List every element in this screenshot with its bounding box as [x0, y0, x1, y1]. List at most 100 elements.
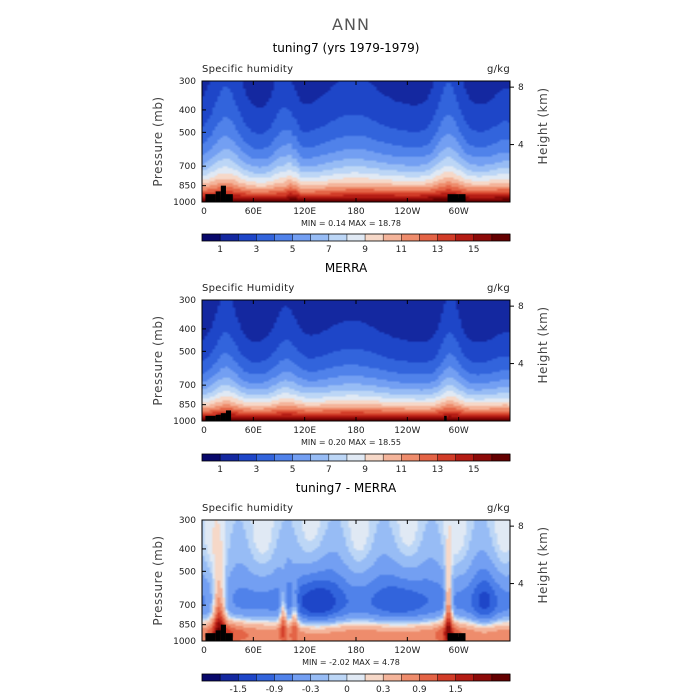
- units-label: g/kg: [487, 503, 510, 514]
- colorbar-label: 3: [253, 245, 259, 255]
- x-tick-label: 0: [201, 646, 207, 656]
- colorbar-swatch: [274, 454, 294, 461]
- colorbar-label: 3: [253, 465, 259, 475]
- x-tick-label: 60W: [448, 207, 468, 217]
- y-axis-title: Pressure (mb): [151, 96, 165, 186]
- x-tick-label: 180: [347, 646, 364, 656]
- colorbar-swatch: [365, 674, 384, 681]
- colorbar-swatch: [328, 234, 348, 241]
- y-axis-title: Pressure (mb): [151, 535, 165, 625]
- x-tick-label: 120W: [394, 207, 420, 217]
- colorbar-swatch: [238, 234, 257, 241]
- colorbar-swatch: [419, 674, 439, 681]
- colorbar-label: 7: [326, 465, 332, 475]
- y-tick-label: 500: [179, 347, 196, 357]
- colorbar-swatch: [473, 234, 493, 241]
- colorbar-swatch: [256, 674, 275, 681]
- height-tick-label: 4: [518, 580, 524, 590]
- colorbar-label: 13: [432, 465, 443, 475]
- height-tick-label: 8: [518, 302, 524, 312]
- colorbar-label: 15: [468, 465, 479, 475]
- min-max-stats: MIN = -2.02 MAX = 4.78: [302, 658, 400, 667]
- topography-mask: [458, 633, 466, 641]
- colorbar-swatch: [328, 454, 348, 461]
- x-tick-label: 120W: [394, 426, 420, 436]
- x-tick-label: 60W: [448, 426, 468, 436]
- colorbar-swatch: [419, 234, 439, 241]
- colorbar-swatch: [310, 234, 330, 241]
- colorbar-swatch: [220, 454, 239, 461]
- x-tick-label: 120E: [293, 426, 316, 436]
- colorbar-swatch: [491, 674, 511, 681]
- colorbar-swatch: [437, 454, 457, 461]
- y-tick-label: 300: [179, 296, 196, 306]
- colorbar-swatch: [437, 674, 457, 681]
- field-image: [202, 81, 510, 202]
- colorbar-swatch: [473, 674, 493, 681]
- colorbar-swatch: [401, 674, 420, 681]
- y-tick-label: 500: [179, 128, 196, 138]
- y-tick-label: 700: [179, 381, 196, 391]
- colorbar-label: 5: [290, 245, 296, 255]
- colorbar-label: 0.9: [412, 685, 427, 695]
- x-tick-label: 120E: [293, 646, 316, 656]
- panel-title: tuning7 - MERRA: [296, 481, 397, 495]
- colorbar-label: 13: [432, 245, 443, 255]
- topography-mask: [205, 415, 216, 421]
- colorbar-swatch: [220, 674, 239, 681]
- colorbar-label: -0.3: [302, 685, 320, 695]
- colorbar-swatch: [202, 674, 221, 681]
- y-tick-label: 400: [179, 106, 196, 116]
- colorbar-label: -1.5: [229, 685, 247, 695]
- colorbar-label: 0: [344, 685, 350, 695]
- x-tick-label: 60E: [245, 207, 262, 217]
- variable-label: Specific humidity: [202, 64, 293, 75]
- topography-mask: [225, 410, 232, 421]
- colorbar-swatch: [419, 454, 439, 461]
- colorbar-swatch: [455, 234, 475, 241]
- x-tick-label: 0: [201, 207, 207, 217]
- colorbar-frame: [201, 673, 511, 682]
- y-tick-label: 300: [179, 77, 196, 87]
- y-tick-label: 1000: [173, 198, 196, 208]
- topography-mask: [458, 194, 466, 202]
- colorbar-swatch: [202, 234, 221, 241]
- x-tick-label: 60W: [448, 646, 468, 656]
- panel-1: tuning7 (yrs 1979-1979) Specific humidity…: [151, 41, 550, 255]
- colorbar-swatch: [238, 454, 257, 461]
- colorbar-swatch: [383, 234, 402, 241]
- x-tick-label: 60E: [245, 646, 262, 656]
- colorbar-swatch: [220, 234, 239, 241]
- colorbar-swatch: [310, 674, 330, 681]
- variable-label: Specific humidity: [202, 503, 293, 514]
- panel-title: MERRA: [325, 261, 368, 275]
- colorbar-swatch: [346, 674, 366, 681]
- topography-mask: [220, 185, 226, 202]
- colorbar-swatch: [346, 234, 366, 241]
- y-tick-label: 1000: [173, 637, 196, 647]
- colorbar-frame: [201, 453, 511, 462]
- y-axis-title-right: Height (km): [536, 88, 550, 165]
- y-tick-label: 500: [179, 567, 196, 577]
- y-tick-label: 850: [179, 401, 196, 411]
- colorbar-swatch: [365, 454, 384, 461]
- field-image: [202, 520, 510, 641]
- colorbar-swatch: [491, 234, 511, 241]
- figure-title: ANN: [332, 15, 370, 34]
- x-tick-label: 180: [347, 426, 364, 436]
- topography-mask: [220, 624, 226, 641]
- colorbar-swatch: [274, 674, 294, 681]
- colorbar-swatch: [292, 454, 312, 461]
- colorbar-label: 5: [290, 465, 296, 475]
- colorbar: 1 3 5 7 9 11 13 15: [201, 233, 511, 255]
- colorbar-label: 15: [468, 245, 479, 255]
- topography-mask: [447, 194, 459, 202]
- y-tick-label: 1000: [173, 417, 196, 427]
- colorbar-label: 11: [396, 465, 407, 475]
- x-tick-label: 0: [201, 426, 207, 436]
- colorbar-label: 9: [362, 245, 368, 255]
- y-tick-label: 400: [179, 545, 196, 555]
- colorbar-label: 1.5: [448, 685, 462, 695]
- x-tick-label: 180: [347, 207, 364, 217]
- variable-label: Specific Humidity: [202, 283, 295, 294]
